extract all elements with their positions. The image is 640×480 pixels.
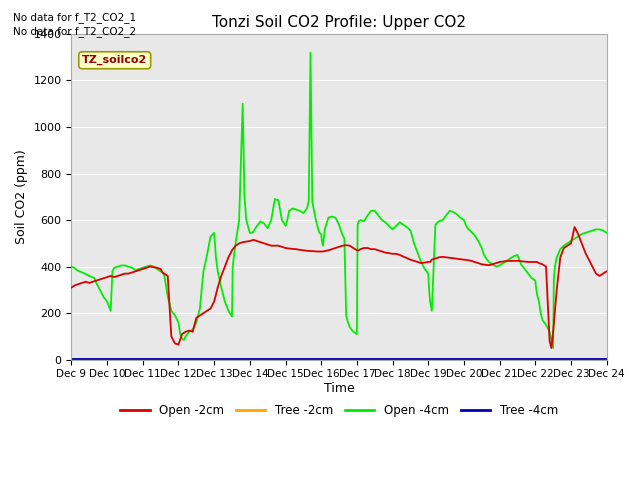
Y-axis label: Soil CO2 (ppm): Soil CO2 (ppm)	[15, 149, 28, 244]
X-axis label: Time: Time	[324, 382, 355, 395]
Text: TZ_soilco2: TZ_soilco2	[82, 55, 147, 65]
Text: No data for f_T2_CO2_1: No data for f_T2_CO2_1	[13, 12, 136, 23]
Legend: Open -2cm, Tree -2cm, Open -4cm, Tree -4cm: Open -2cm, Tree -2cm, Open -4cm, Tree -4…	[115, 400, 563, 422]
Text: No data for f_T2_CO2_2: No data for f_T2_CO2_2	[13, 26, 136, 37]
Title: Tonzi Soil CO2 Profile: Upper CO2: Tonzi Soil CO2 Profile: Upper CO2	[212, 15, 466, 30]
